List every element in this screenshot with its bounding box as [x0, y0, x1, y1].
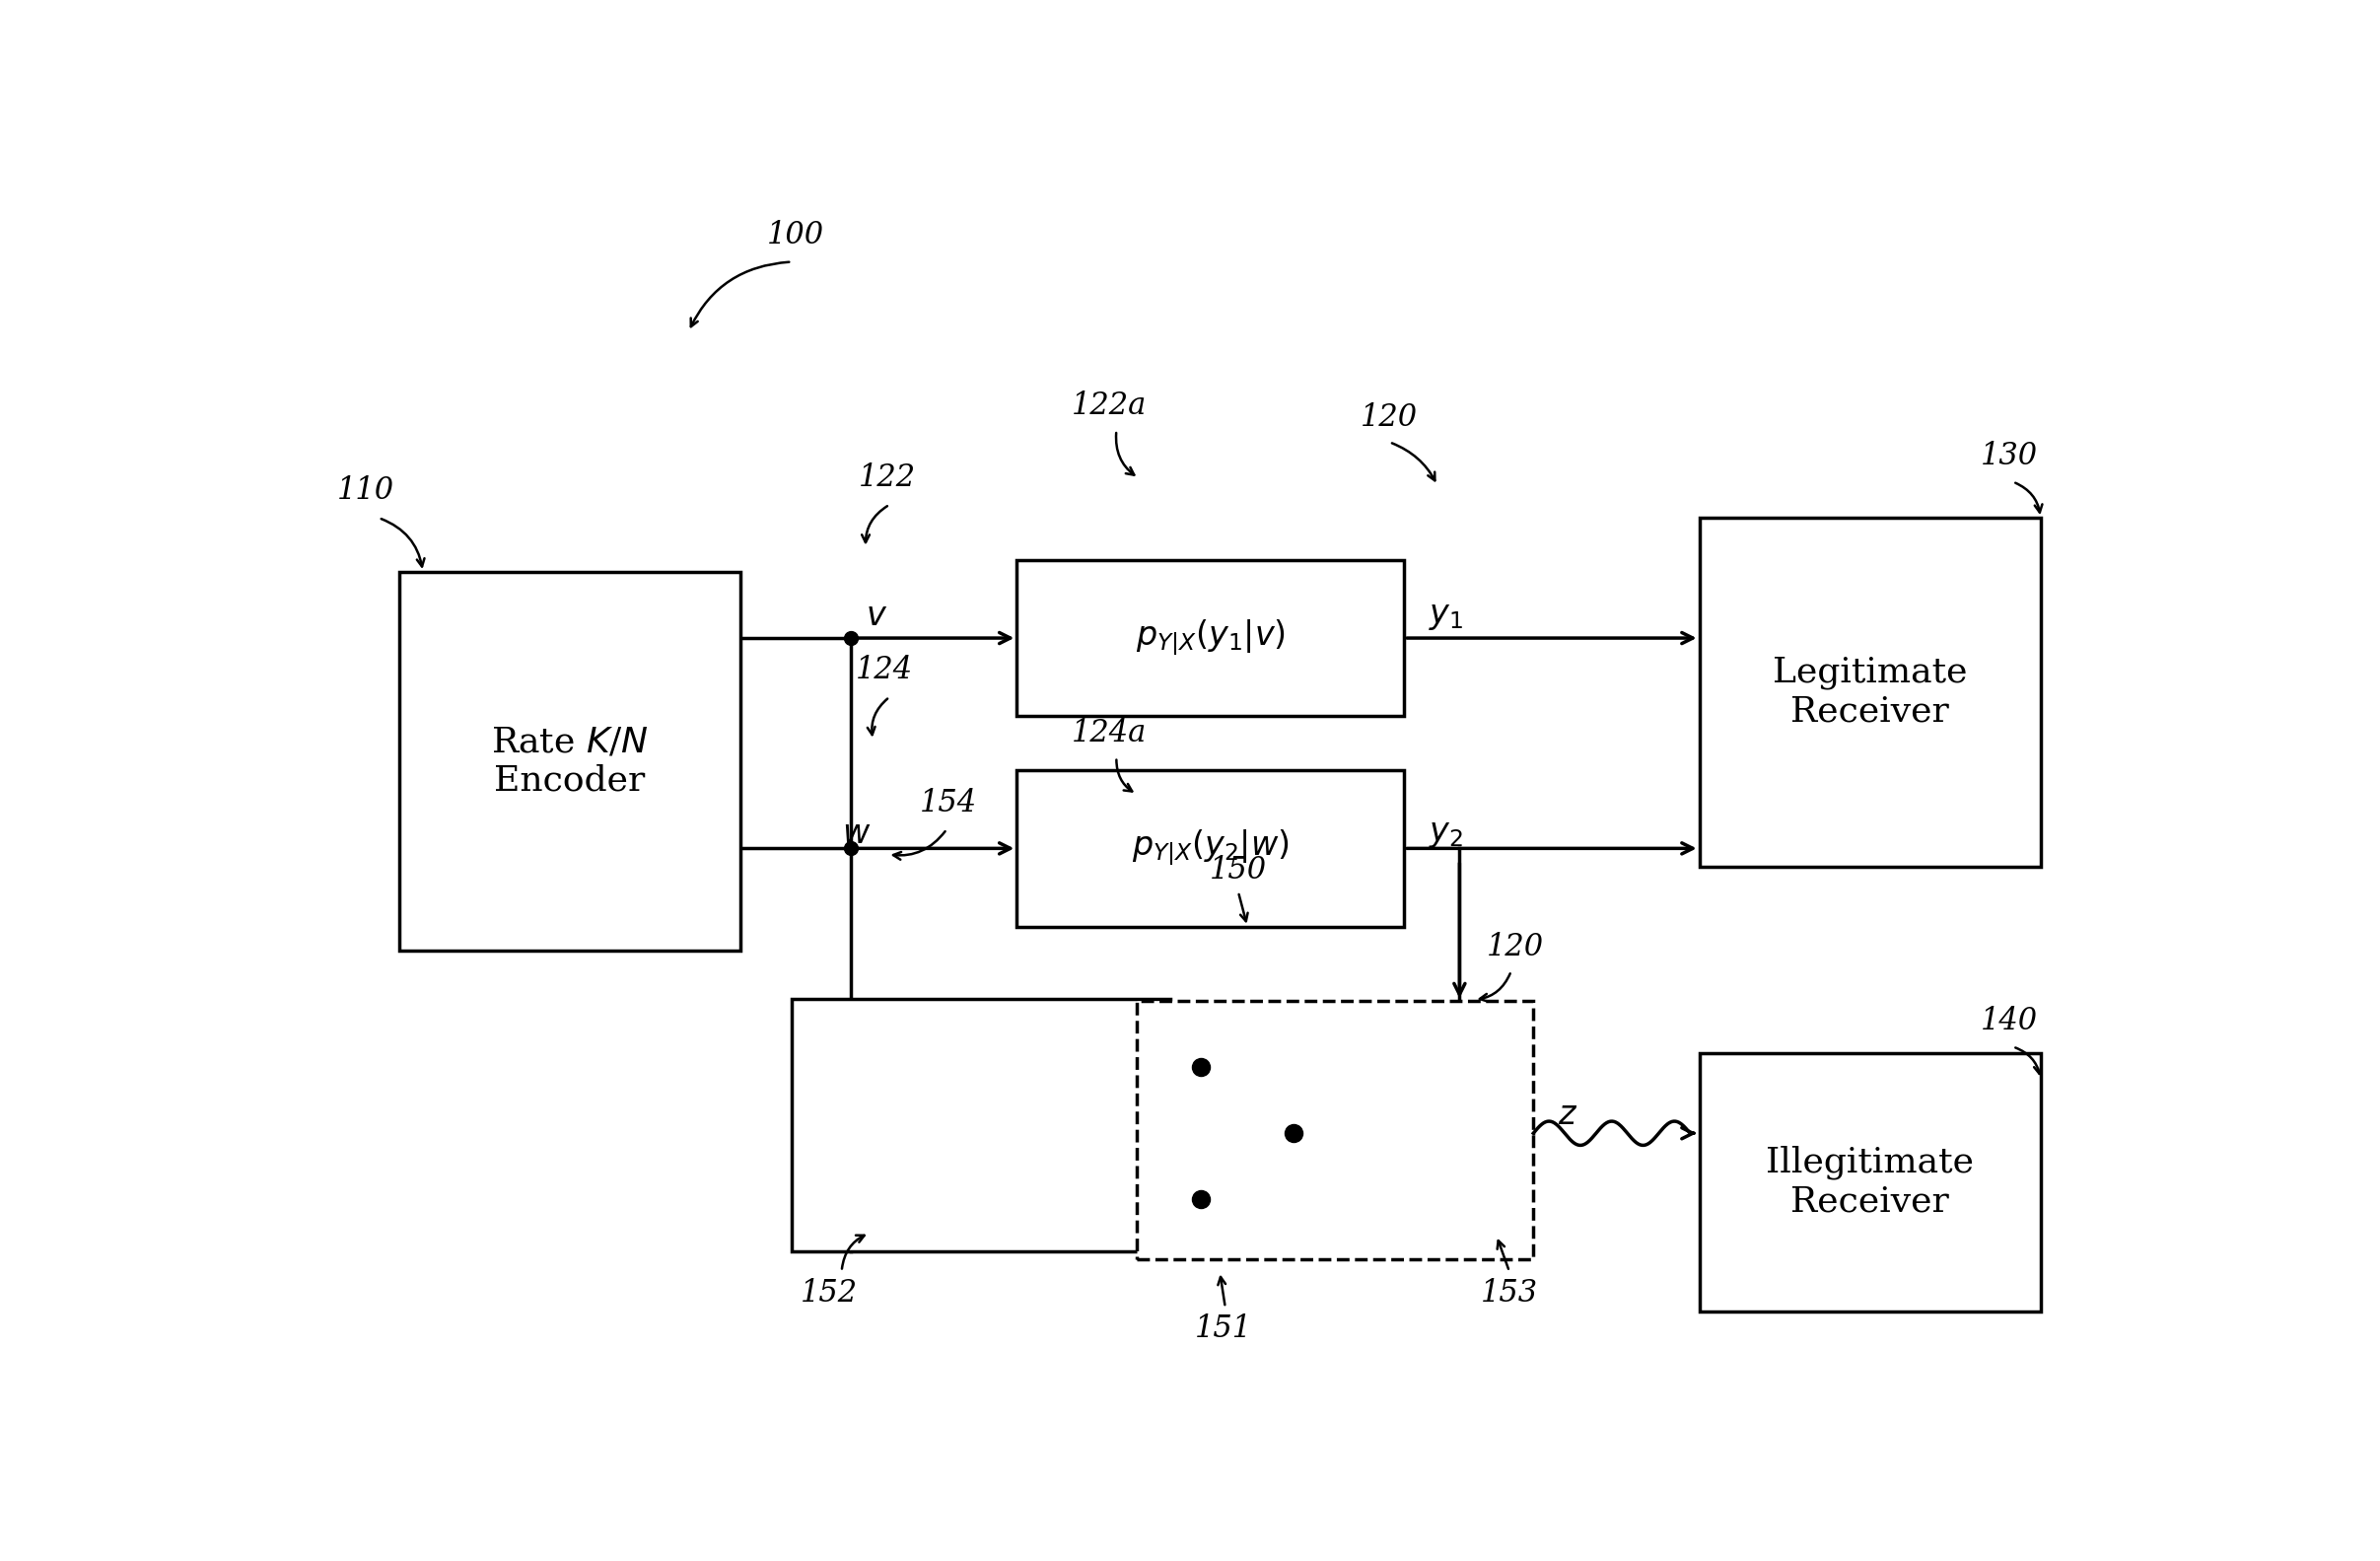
FancyArrowPatch shape: [1116, 432, 1135, 475]
Text: 150: 150: [1209, 855, 1266, 885]
Bar: [1699, 1052, 2040, 1311]
Text: 120: 120: [1485, 932, 1545, 962]
FancyArrowPatch shape: [1480, 974, 1511, 1002]
Text: 130: 130: [1980, 442, 2037, 471]
FancyArrowPatch shape: [862, 506, 888, 542]
Text: Legitimate
Receiver: Legitimate Receiver: [1773, 656, 1968, 729]
FancyArrowPatch shape: [690, 262, 790, 326]
Bar: [1016, 560, 1404, 716]
Text: 122: 122: [859, 464, 916, 493]
Text: 124: 124: [854, 656, 912, 685]
Text: $z$: $z$: [1557, 1099, 1578, 1132]
Text: $p_{Y|X}(y_1|v)$: $p_{Y|X}(y_1|v)$: [1135, 618, 1285, 657]
Bar: [400, 571, 740, 951]
FancyArrowPatch shape: [2016, 1047, 2042, 1074]
FancyArrowPatch shape: [1497, 1241, 1509, 1269]
Text: $y_1$: $y_1$: [1428, 601, 1464, 632]
FancyArrowPatch shape: [1116, 760, 1133, 791]
Text: 154: 154: [921, 787, 978, 818]
Text: 151: 151: [1195, 1314, 1252, 1344]
Bar: [1138, 1001, 1533, 1260]
Text: Illegitimate
Receiver: Illegitimate Receiver: [1766, 1146, 1973, 1219]
Text: $y_2$: $y_2$: [1428, 818, 1464, 849]
FancyArrowPatch shape: [2016, 482, 2042, 512]
FancyArrowPatch shape: [381, 518, 424, 567]
FancyArrowPatch shape: [1392, 443, 1435, 481]
FancyArrowPatch shape: [843, 1235, 864, 1269]
Text: $p_{Y|X}(y_2|w)$: $p_{Y|X}(y_2|w)$: [1133, 829, 1290, 868]
Text: 100: 100: [766, 220, 823, 251]
Text: 140: 140: [1980, 1007, 2037, 1037]
Text: 120: 120: [1361, 403, 1418, 434]
Text: 153: 153: [1480, 1278, 1537, 1308]
Text: 122a: 122a: [1071, 390, 1147, 421]
Bar: [1016, 770, 1404, 927]
Bar: [1699, 518, 2040, 866]
FancyArrowPatch shape: [892, 832, 945, 860]
FancyArrowPatch shape: [1240, 894, 1247, 921]
FancyArrowPatch shape: [1219, 1277, 1226, 1305]
Text: 110: 110: [338, 475, 395, 506]
Bar: [793, 999, 1171, 1250]
Text: $w$: $w$: [843, 818, 871, 849]
Text: 152: 152: [800, 1278, 857, 1308]
Text: $v$: $v$: [866, 601, 888, 632]
FancyArrowPatch shape: [866, 699, 888, 735]
Text: Rate $K$/$N$
Encoder: Rate $K$/$N$ Encoder: [490, 724, 647, 798]
Text: 124a: 124a: [1071, 718, 1147, 748]
